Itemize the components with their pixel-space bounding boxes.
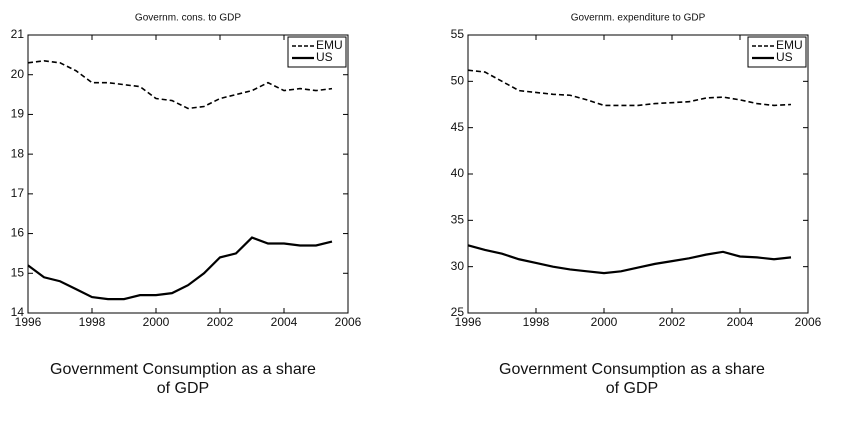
series-line <box>27 236 333 301</box>
x-tick-label: 1996 <box>15 315 42 329</box>
y-tick-label: 25 <box>451 305 465 319</box>
x-tick-label: 2004 <box>727 315 754 329</box>
chart-title: Governm. expenditure to GDP <box>571 13 706 24</box>
y-tick-label: 15 <box>11 265 25 279</box>
caption: Government Consumption as a share of GDP <box>499 361 765 397</box>
x-tick-label: 2006 <box>795 315 822 329</box>
y-tick-label: 55 <box>451 27 465 41</box>
y-tick-label: 35 <box>451 213 465 227</box>
y-tick-label: 50 <box>451 74 465 88</box>
x-tick-label: 1998 <box>79 315 106 329</box>
plot-frame <box>27 34 349 314</box>
y-tick-label: 14 <box>11 305 25 319</box>
y-tick-label: 18 <box>11 146 25 160</box>
y-tick-label: 21 <box>11 27 25 41</box>
chart-title: Governm. cons. to GDP <box>135 13 241 24</box>
x-tick-label: 1996 <box>455 315 482 329</box>
legend-label: US <box>316 50 333 64</box>
legend-label: US <box>776 50 793 64</box>
series-line <box>27 60 333 110</box>
x-tick-label: 2006 <box>335 315 362 329</box>
y-tick-label: 17 <box>11 186 25 200</box>
x-tick-label: 2002 <box>659 315 686 329</box>
legend-box <box>287 36 347 68</box>
legend-box <box>747 36 807 68</box>
plot-frame <box>467 34 809 314</box>
series-line <box>467 69 792 107</box>
x-tick-label: 1998 <box>523 315 550 329</box>
y-tick-label: 40 <box>451 166 465 180</box>
y-tick-label: 20 <box>11 67 25 81</box>
x-tick-label: 2000 <box>143 315 170 329</box>
y-tick-label: 30 <box>451 259 465 273</box>
series-line <box>467 244 792 275</box>
y-tick-label: 16 <box>11 226 25 240</box>
legend-label: EMU <box>316 38 343 52</box>
caption: Government Consumption as a share of GDP <box>50 361 316 397</box>
y-tick-label: 45 <box>451 120 465 134</box>
x-tick-label: 2002 <box>207 315 234 329</box>
y-tick-label: 19 <box>11 107 25 121</box>
legend-label: EMU <box>776 38 803 52</box>
x-tick-label: 2004 <box>271 315 298 329</box>
x-tick-label: 2000 <box>591 315 618 329</box>
